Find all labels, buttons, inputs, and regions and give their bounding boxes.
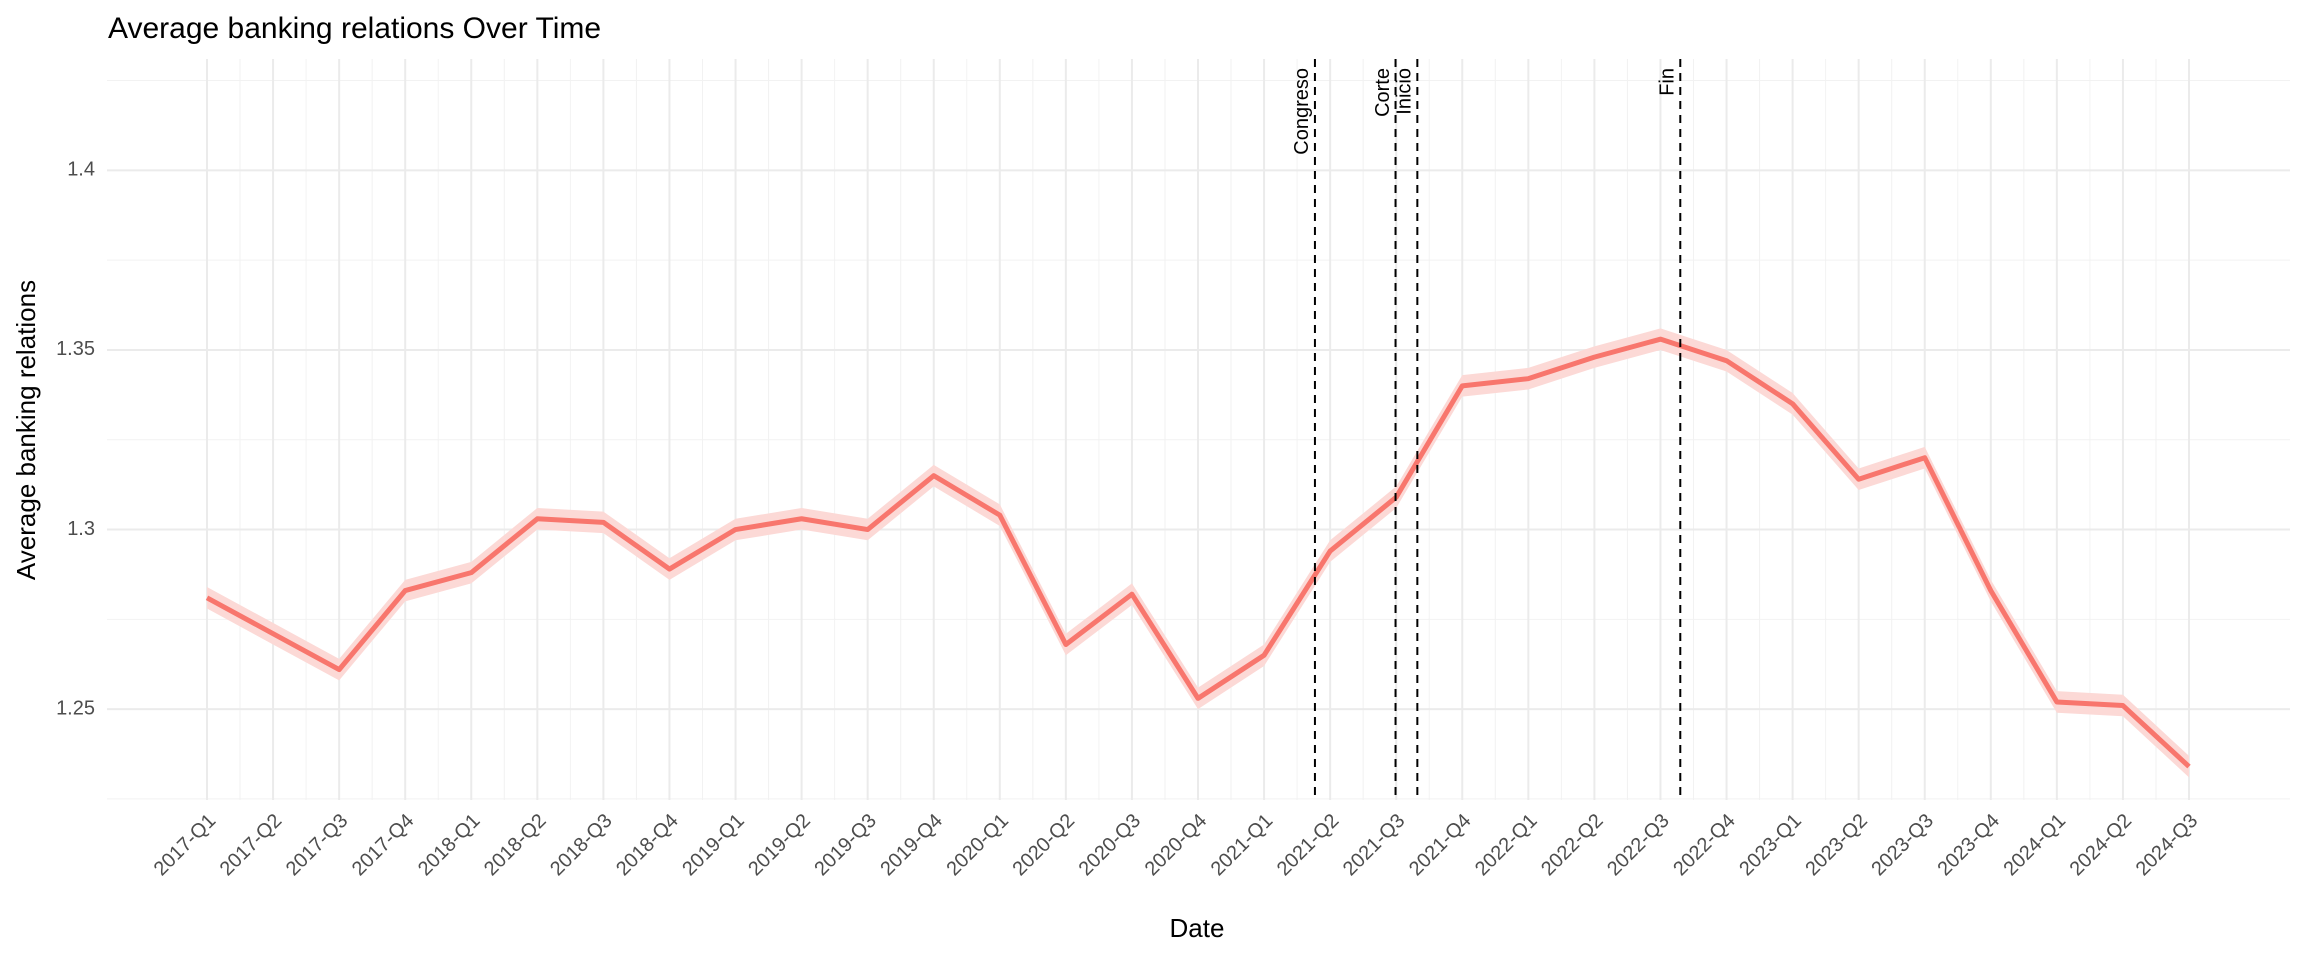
x-tick-label: 2019-Q3: [810, 810, 881, 881]
x-tick-label: 2017-Q4: [348, 810, 419, 881]
x-tick-label: 2017-Q2: [216, 810, 287, 881]
x-tick-label: 2022-Q3: [1603, 810, 1674, 881]
x-tick-label: 2017-Q3: [282, 810, 353, 881]
y-axis-label: Average banking relations: [11, 280, 41, 580]
x-tick-label: 2021-Q2: [1273, 810, 1344, 881]
vertical-line-label: Fin: [1657, 68, 1679, 96]
y-tick-label: 1.3: [67, 518, 95, 540]
y-tick-label: 1.4: [67, 159, 95, 181]
x-tick-label: 2019-Q4: [876, 810, 947, 881]
chart-title: Average banking relations Over Time: [108, 12, 601, 45]
x-tick-label: 2020-Q4: [1141, 810, 1212, 881]
vertical-line-label: Corte: [1372, 68, 1394, 117]
y-tick-label: 1.25: [56, 697, 95, 719]
vertical-line-label: Congreso: [1291, 68, 1313, 155]
confidence-band: [207, 328, 2189, 778]
vertical-line-label: Inicio: [1394, 68, 1416, 115]
x-tick-label: 2018-Q4: [612, 810, 683, 881]
y-tick-label: 1.35: [56, 338, 95, 360]
x-tick-label: 2023-Q4: [1933, 810, 2004, 881]
x-tick-label: 2020-Q2: [1009, 810, 1080, 881]
x-tick-label: 2021-Q1: [1207, 810, 1278, 881]
x-tick-label: 2022-Q1: [1471, 810, 1542, 881]
x-tick-label: 2019-Q2: [744, 810, 815, 881]
x-tick-label: 2021-Q4: [1405, 810, 1476, 881]
x-tick-label: 2020-Q1: [942, 810, 1013, 881]
line: [205, 336, 2191, 769]
x-tick-label: 2019-Q1: [678, 810, 749, 881]
x-tick-label: 2024-Q1: [2000, 810, 2071, 881]
x-tick-label: 2023-Q2: [1801, 810, 1872, 881]
x-tick-label: 2021-Q3: [1339, 810, 1410, 881]
x-tick-label: 2022-Q2: [1537, 810, 1608, 881]
x-tick-label: 2017-Q1: [150, 810, 221, 881]
x-tick-label: 2018-Q3: [546, 810, 617, 881]
x-tick-label: 2024-Q2: [2066, 810, 2137, 881]
x-tick-label: 2022-Q4: [1669, 810, 1740, 881]
x-tick-label: 2020-Q3: [1075, 810, 1146, 881]
x-tick-label: 2023-Q3: [1867, 810, 1938, 881]
x-tick-label: 2018-Q2: [480, 810, 551, 881]
x-tick-label: 2018-Q1: [414, 810, 485, 881]
x-axis-label: Date: [1170, 913, 1225, 943]
x-tick-label: 2024-Q3: [2132, 810, 2203, 881]
x-tick-label: 2023-Q1: [1735, 810, 1806, 881]
